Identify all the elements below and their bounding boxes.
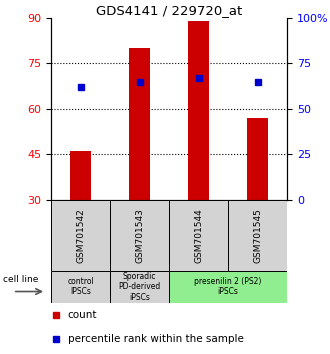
Text: GSM701544: GSM701544 [194, 208, 203, 263]
Bar [110, 271, 169, 303]
Text: count: count [68, 309, 97, 320]
Bar [228, 200, 287, 271]
Bar [169, 271, 287, 303]
Title: GDS4141 / 229720_at: GDS4141 / 229720_at [96, 4, 242, 17]
Bar [70, 152, 91, 200]
Text: cell line: cell line [3, 275, 38, 284]
Text: Sporadic
PD-derived
iPSCs: Sporadic PD-derived iPSCs [118, 272, 161, 302]
Bar [110, 200, 169, 271]
Text: GSM701545: GSM701545 [253, 208, 262, 263]
Bar [51, 200, 110, 271]
Text: GSM701542: GSM701542 [76, 208, 85, 263]
Bar [129, 48, 150, 200]
Text: percentile rank within the sample: percentile rank within the sample [68, 334, 244, 344]
Text: GSM701543: GSM701543 [135, 208, 144, 263]
Text: presenilin 2 (PS2)
iPSCs: presenilin 2 (PS2) iPSCs [194, 277, 262, 296]
Text: control
IPSCs: control IPSCs [67, 277, 94, 296]
Bar [51, 271, 110, 303]
Bar [247, 118, 268, 200]
Bar [188, 21, 209, 200]
Bar [169, 200, 228, 271]
